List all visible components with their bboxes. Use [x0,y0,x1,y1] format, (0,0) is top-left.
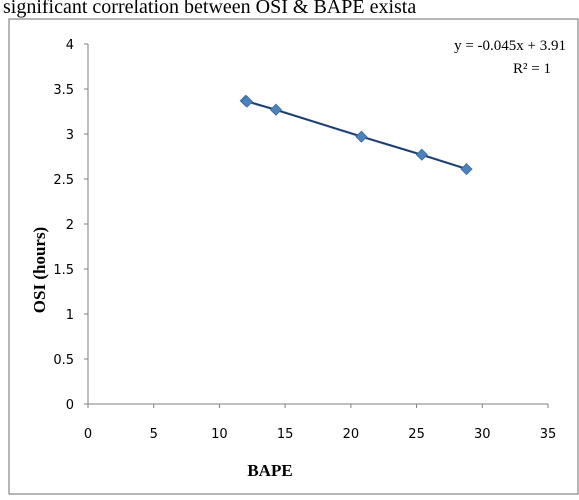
x-tick-label: 0 [84,427,92,442]
x-tick-label: 10 [211,427,228,442]
y-ticks: 0 0.5 1 1.5 2 2.5 3 3.5 4 [53,38,88,413]
x-tick-label: 30 [474,427,491,442]
x-tick-label: 35 [540,427,557,442]
y-tick-label: 1.5 [53,263,74,278]
header-text: significant correlation between OSI & BA… [3,0,416,18]
y-tick-label: 3 [66,128,74,143]
y-axis-title: OSI (hours) [30,227,49,313]
data-point [415,148,428,161]
data-point [240,95,254,108]
trend-equation: y = -0.045x + 3.91 [454,38,566,54]
data-point [269,103,283,116]
y-tick-label: 3.5 [53,83,74,98]
y-tick-label: 0.5 [53,353,74,368]
data-point [460,163,473,176]
y-tick-label: 2.5 [53,173,74,188]
y-tick-label: 1 [66,308,74,323]
plot-area [239,94,473,176]
y-tick-label: 2 [66,218,74,233]
y-tick-label: 0 [66,398,74,413]
x-tick-label: 5 [150,427,158,442]
trendline [245,99,467,170]
x-axis-title: BAPE [247,461,292,480]
chart-border [8,18,579,495]
x-tick-label: 25 [408,427,425,442]
y-tick-label: 4 [66,38,74,53]
x-tick-label: 20 [343,427,360,442]
r-squared: R² = 1 [513,61,551,77]
x-ticks: 0 5 10 15 20 25 30 35 [84,404,556,442]
x-tick-label: 15 [277,427,294,442]
data-point [355,130,368,143]
